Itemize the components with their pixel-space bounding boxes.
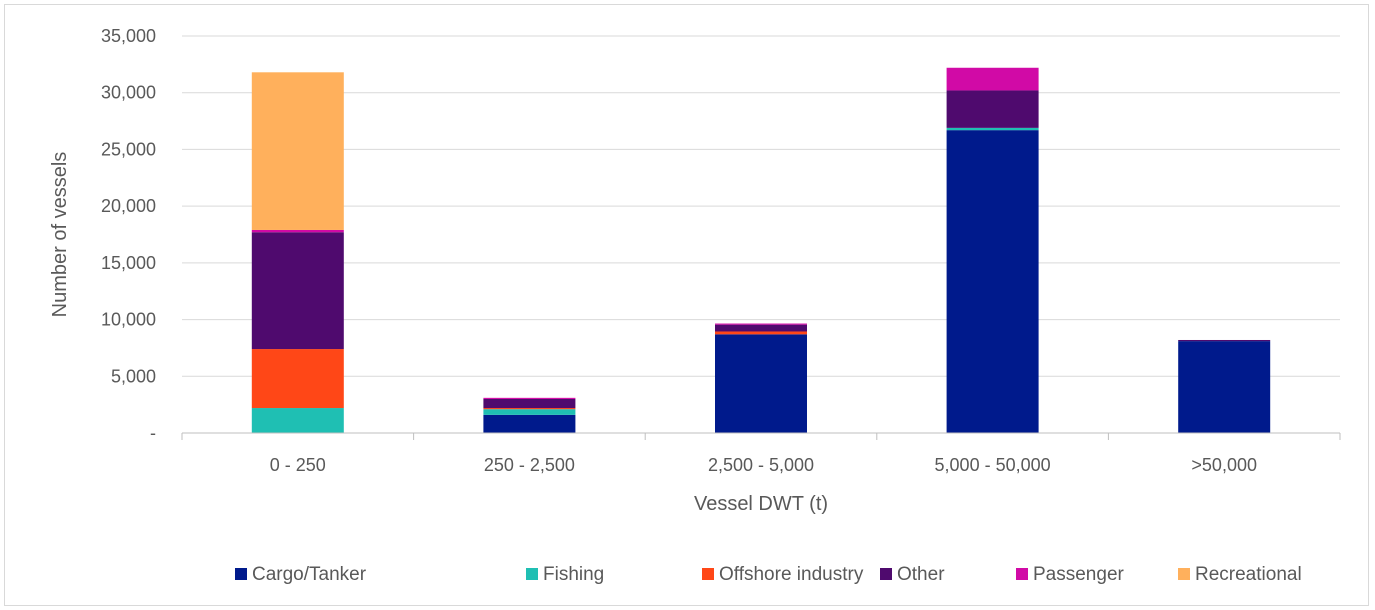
bar-segment [251, 229, 344, 233]
bar-segment [946, 127, 1039, 131]
x-tick-label: 5,000 - 50,000 [935, 455, 1051, 475]
bar-segment [251, 408, 344, 433]
y-tick-label: 15,000 [101, 253, 156, 273]
chart-frame [4, 4, 1369, 606]
bars [251, 67, 1271, 433]
legend-swatch [702, 568, 714, 580]
bar-segment [1178, 339, 1271, 342]
bar-segment [483, 409, 576, 415]
legend-label: Passenger [1033, 564, 1125, 585]
bar-segment [483, 398, 576, 409]
legend-swatch [880, 568, 892, 580]
axes [181, 432, 1341, 440]
legend-label: Fishing [543, 564, 604, 585]
bar-segment [715, 323, 807, 325]
x-axis-title: Vessel DWT (t) [694, 493, 828, 515]
legend-label: Cargo/Tanker [252, 564, 367, 585]
bar-segment [483, 408, 576, 410]
bar-segment [251, 72, 344, 230]
bar-segment [715, 324, 807, 332]
y-axis-title: Number of vessels [49, 152, 71, 318]
bar-segment [946, 90, 1039, 128]
bar-segment [483, 397, 576, 399]
bar-segment [483, 414, 576, 433]
x-tick-labels: 0 - 250 250 - 2,500 2,500 - 5,000 5,000 - 5… [270, 455, 1257, 475]
legend-label: Offshore industry [719, 564, 864, 585]
bar-segment [946, 67, 1039, 91]
bar-segment [715, 331, 807, 335]
y-tick-label: - [150, 423, 156, 443]
legend-swatch [1016, 568, 1028, 580]
bar-segment [251, 232, 344, 350]
x-tick-label: >50,000 [1191, 455, 1257, 475]
bar-segment [1178, 341, 1271, 433]
y-tick-label: 30,000 [101, 83, 156, 103]
x-tick-label: 250 - 2,500 [484, 455, 575, 475]
y-tick-label: 20,000 [101, 196, 156, 216]
x-tick-label: 2,500 - 5,000 [708, 455, 814, 475]
legend-swatch [1178, 568, 1190, 580]
bar-segment [946, 130, 1039, 433]
y-tick-label: 25,000 [101, 139, 156, 159]
y-tick-label: 10,000 [101, 310, 156, 330]
gridlines [182, 35, 1340, 377]
bar-segment [251, 349, 344, 409]
legend-swatch [526, 568, 538, 580]
x-tick-label: 0 - 250 [270, 455, 326, 475]
legend: Cargo/Tanker Fishing Offshore industry Othe… [235, 564, 1302, 585]
y-tick-labels: - 5,000 10,000 15,000 20,000 25,000 30,000 35,0… [101, 26, 156, 443]
y-tick-label: 35,000 [101, 26, 156, 46]
legend-label: Other [897, 564, 945, 585]
bar-segment [715, 334, 807, 433]
y-tick-label: 5,000 [111, 366, 156, 386]
legend-label: Recreational [1195, 564, 1302, 585]
legend-swatch [235, 568, 247, 580]
